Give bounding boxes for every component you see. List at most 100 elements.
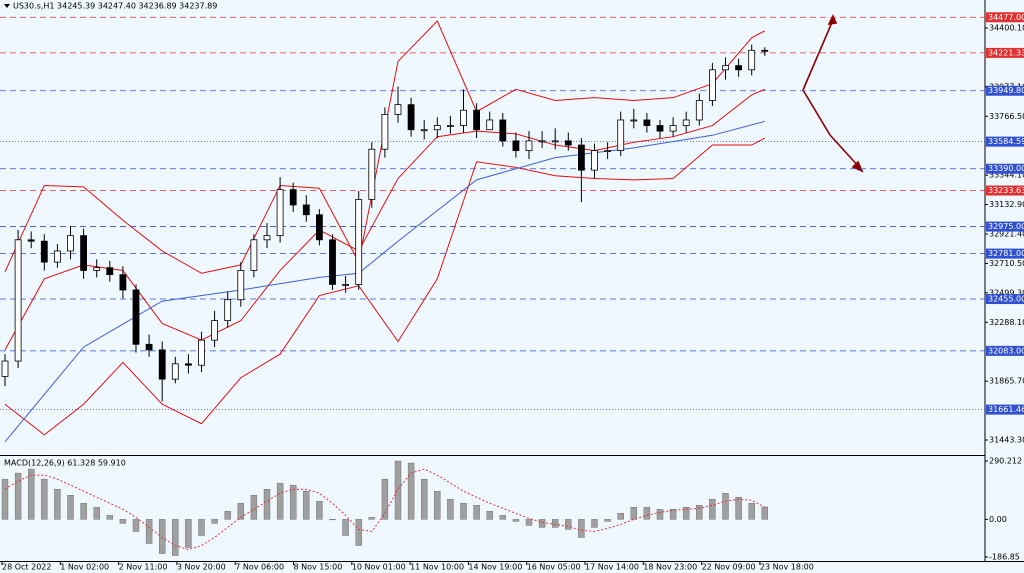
level-label: 32455.00 <box>988 295 1024 304</box>
candle-body <box>158 349 166 380</box>
candle-body <box>224 299 232 322</box>
macd-bar <box>538 519 546 528</box>
candle-body <box>342 283 350 286</box>
candle-body <box>80 235 87 271</box>
candle-body <box>355 198 363 285</box>
x-tick-label: 8 Nov 15:00 <box>294 563 343 572</box>
candle-body <box>381 113 389 150</box>
macd-bar <box>447 499 454 520</box>
macd-header: MACD(12,26,9) 61.328 59.910 <box>4 459 126 468</box>
macd-bar <box>158 519 166 554</box>
candle-body <box>106 267 114 276</box>
candle-body <box>171 363 179 380</box>
macd-bar <box>290 484 297 520</box>
macd-bar <box>132 519 140 532</box>
macd-bar <box>329 519 336 521</box>
macd-bar <box>683 507 690 520</box>
level-label-box <box>986 294 1024 305</box>
y-tick-label: 290.212 <box>989 456 1022 465</box>
candle-body <box>250 239 258 271</box>
x-tick-label: 23 Nov 18:00 <box>760 563 814 572</box>
macd-bar <box>578 519 585 538</box>
macd-bar <box>512 519 520 522</box>
macd-bar <box>276 482 284 520</box>
menu-triangle[interactable] <box>4 4 10 8</box>
candle-body <box>761 49 769 52</box>
indicator-line <box>4 137 766 436</box>
candle-body <box>669 125 677 132</box>
candle-body <box>499 119 507 142</box>
macd-bar <box>14 472 22 520</box>
x-tick-label: 11 Nov 10:00 <box>410 563 464 572</box>
candle-body <box>695 100 703 121</box>
level-label: 31661.46 <box>988 405 1024 414</box>
y-tick-label: 33766.50 <box>989 112 1024 121</box>
level-label-box <box>986 85 1024 96</box>
candle-body <box>198 339 205 366</box>
y-tick-label: 32288.10 <box>989 318 1024 327</box>
level-label-box <box>986 221 1024 232</box>
macd-bar <box>696 505 703 520</box>
level-label-box <box>986 163 1024 174</box>
y-tick-label: 33132.90 <box>989 200 1024 209</box>
x-tick-label: 22 Nov 09:00 <box>702 563 756 572</box>
macd-bar <box>198 519 205 536</box>
y-tick-label: -186.85 <box>989 552 1020 561</box>
candle-body <box>578 144 585 171</box>
macd-bar <box>709 499 716 520</box>
macd-bar <box>722 493 729 520</box>
candle-body <box>735 65 742 71</box>
y-tick-label: 31865.70 <box>989 377 1024 386</box>
candle-body <box>656 125 664 132</box>
macd-bar <box>28 468 35 520</box>
macd-bar <box>407 462 415 520</box>
macd-bar <box>106 515 114 520</box>
macd-bar <box>591 519 598 528</box>
macd-bar <box>368 517 375 520</box>
candle-body <box>302 204 310 216</box>
macd-bar <box>565 519 572 530</box>
indicator-line <box>4 20 766 274</box>
candle-body <box>289 189 297 206</box>
candle-body <box>14 239 22 362</box>
macd-bar <box>355 519 362 546</box>
macd-bar <box>54 488 61 520</box>
candle-body <box>617 119 625 152</box>
candle-body <box>460 109 467 126</box>
level-label: 32781.00 <box>988 249 1024 258</box>
macd-bar <box>669 509 677 520</box>
macd-bar <box>250 495 258 520</box>
x-tick-label: 1 Nov 02:00 <box>60 563 109 572</box>
candle-body <box>486 119 494 131</box>
macd-bar <box>224 511 231 520</box>
macd-bar <box>643 507 651 520</box>
candle-body <box>564 140 572 146</box>
macd-bar <box>525 519 533 526</box>
candle-body <box>40 240 48 263</box>
y-tick-label: 33344.10 <box>989 171 1024 180</box>
macd-bar <box>748 503 755 520</box>
macd-bar <box>263 488 271 520</box>
candle-body <box>145 343 153 351</box>
indicator-line <box>4 120 765 443</box>
candle-body <box>525 140 533 152</box>
level-label-box <box>986 404 1024 415</box>
macd-bar <box>434 490 441 520</box>
y-tick-label: 32921.40 <box>989 230 1024 239</box>
candle-body <box>709 69 716 101</box>
level-label: 32975.00 <box>988 222 1024 231</box>
macd-bar <box>93 507 100 520</box>
candle-body <box>394 104 402 115</box>
candle-body <box>263 235 271 241</box>
candle-body <box>604 150 611 153</box>
macd-bar <box>421 478 428 520</box>
level-label: 32083.00 <box>988 346 1024 355</box>
macd-bar <box>237 503 245 520</box>
level-label: 33390.00 <box>988 164 1024 173</box>
candle-body <box>276 189 284 237</box>
level-label-box <box>986 248 1024 259</box>
macd-bar <box>185 519 192 548</box>
candle-body <box>1 360 9 377</box>
level-label: 33584.59 <box>988 137 1024 146</box>
candle-body <box>407 104 415 131</box>
